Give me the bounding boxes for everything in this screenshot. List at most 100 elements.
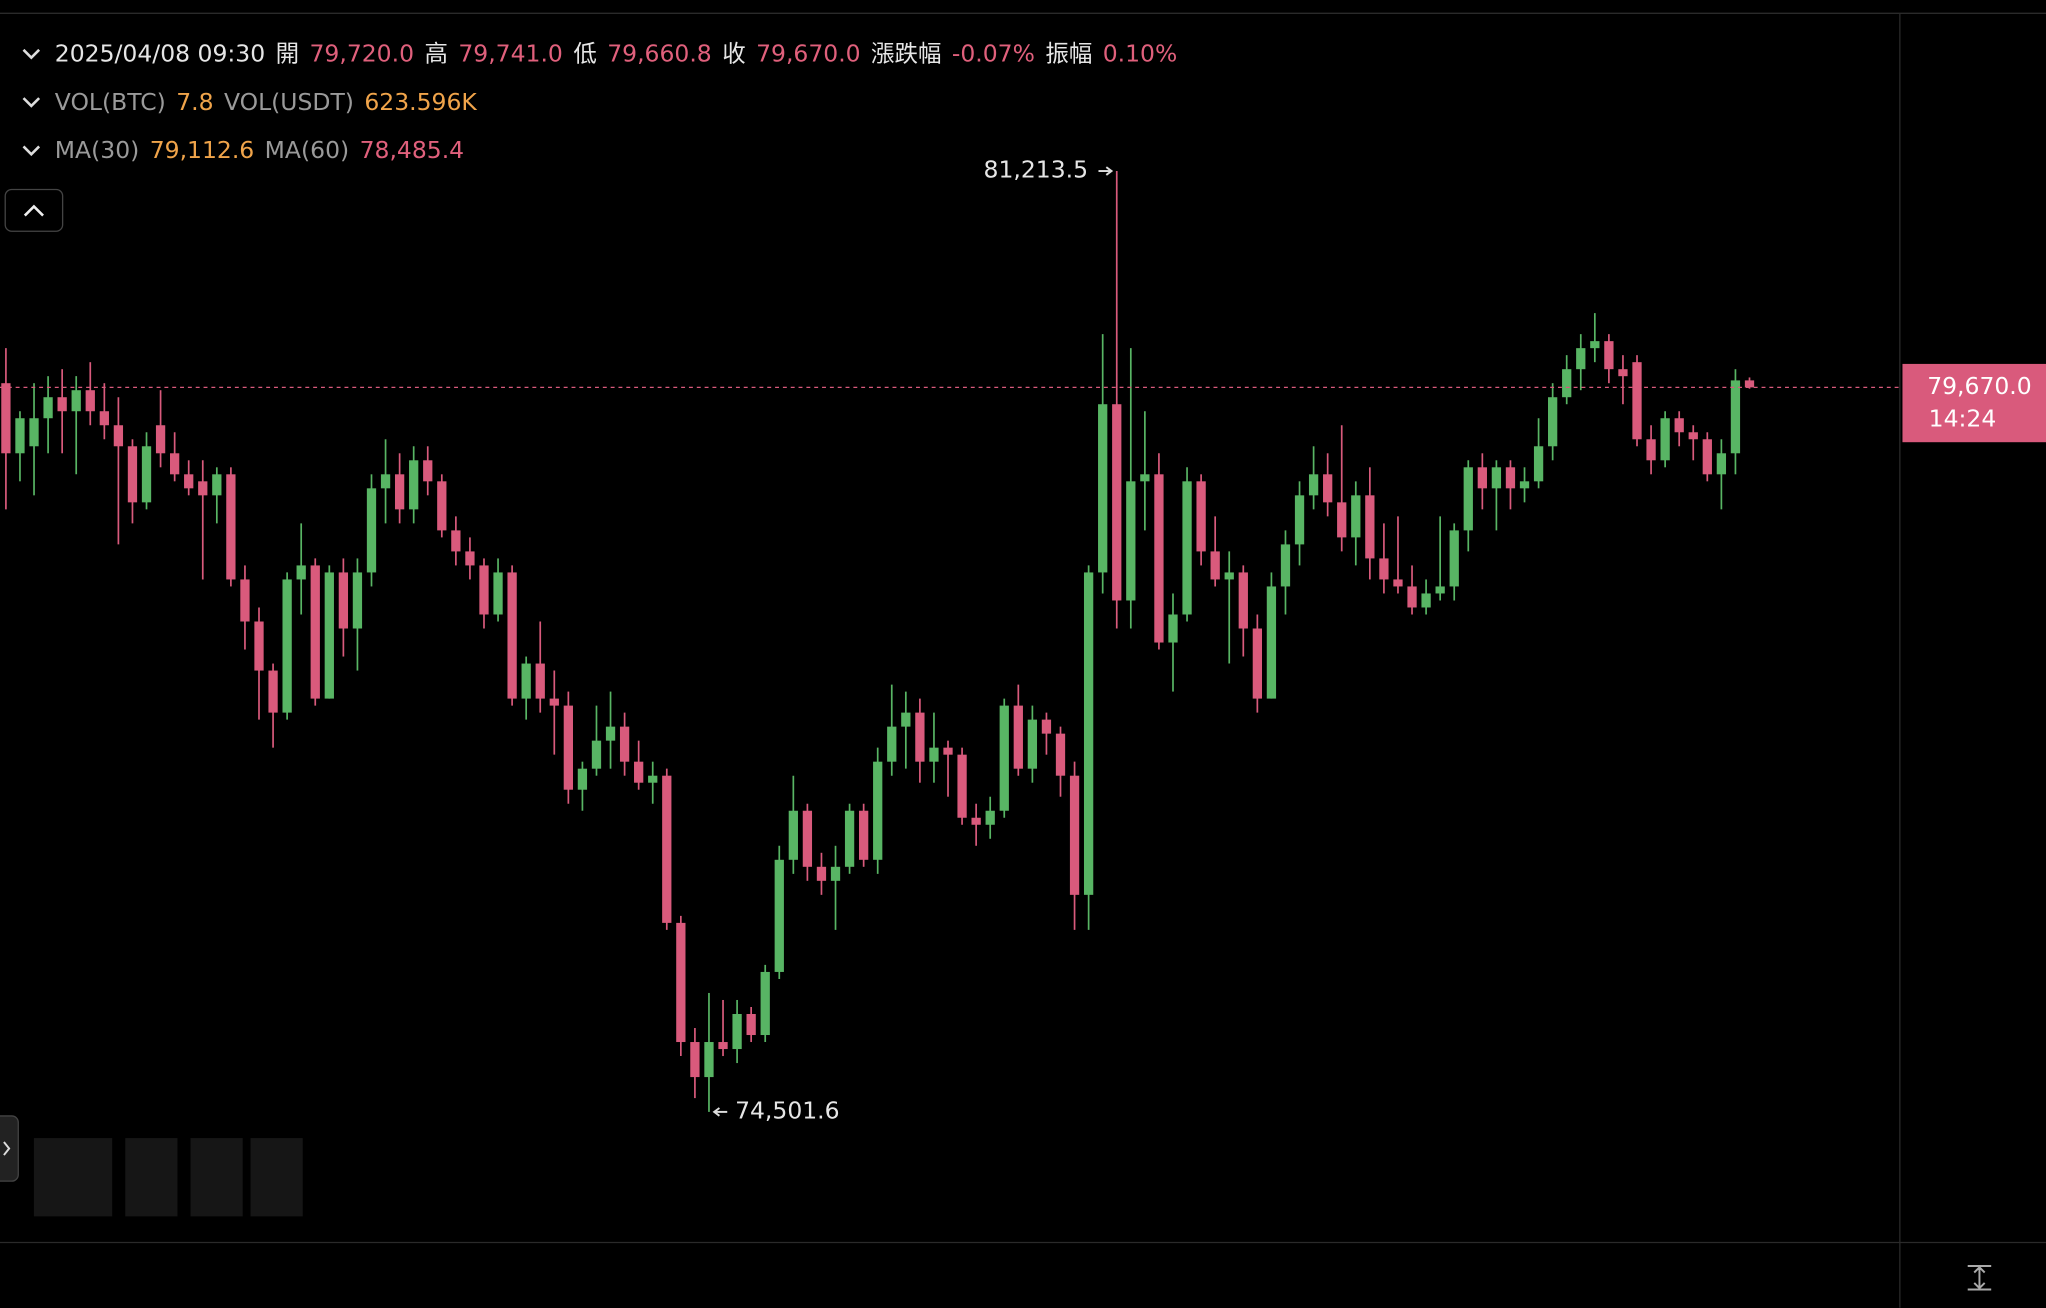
candle-body bbox=[1210, 551, 1220, 580]
candle-body bbox=[310, 565, 320, 699]
candle-body bbox=[1252, 628, 1262, 699]
candle-body bbox=[859, 810, 869, 860]
candle-body bbox=[943, 747, 953, 755]
candle-body bbox=[1618, 369, 1628, 377]
candle-body bbox=[437, 481, 447, 531]
candle-body bbox=[141, 446, 152, 503]
candle-body bbox=[366, 488, 377, 573]
candle-body bbox=[1604, 341, 1614, 370]
low-arrow-head bbox=[712, 1107, 720, 1117]
candle-body bbox=[1562, 369, 1572, 398]
candle-body bbox=[1182, 481, 1192, 615]
candle-body bbox=[85, 390, 95, 412]
high-label: 81,213.5 bbox=[984, 156, 1089, 184]
legend-item: MA(60) bbox=[265, 136, 349, 164]
legend-item: 低 bbox=[573, 40, 596, 68]
candle-body bbox=[1083, 572, 1094, 895]
candle-body bbox=[887, 726, 897, 762]
candle-body bbox=[296, 565, 306, 580]
candle-body bbox=[1449, 530, 1459, 587]
candle-body bbox=[409, 460, 419, 510]
legend-item: 78,485.4 bbox=[360, 136, 465, 164]
low-label: 74,501.6 bbox=[735, 1096, 840, 1124]
candle-body bbox=[198, 481, 208, 496]
candle-body bbox=[844, 810, 855, 867]
candle-body bbox=[1365, 495, 1375, 559]
candle-body bbox=[1590, 341, 1600, 349]
legend-item: 振幅 bbox=[1045, 40, 1092, 68]
candle-body bbox=[634, 761, 644, 783]
candle-body bbox=[971, 817, 981, 825]
candle-body bbox=[760, 971, 770, 1036]
candle-body bbox=[1280, 544, 1291, 587]
candle-body bbox=[690, 1042, 700, 1078]
scale-icon[interactable] bbox=[1967, 1264, 1992, 1291]
candle-body bbox=[493, 572, 503, 615]
collapse-button[interactable] bbox=[4, 188, 64, 232]
candle-body bbox=[113, 425, 124, 447]
candle-body bbox=[1407, 586, 1417, 608]
candle-body bbox=[1674, 418, 1684, 433]
candle-body bbox=[184, 474, 194, 489]
legend-item: 2025/04/08 09:30 bbox=[55, 40, 265, 68]
candle-body bbox=[676, 922, 686, 1043]
candle-body bbox=[226, 474, 236, 580]
candle-body bbox=[732, 1013, 742, 1050]
last-price-tag bbox=[1902, 363, 2046, 443]
legend-item: 高 bbox=[424, 40, 447, 68]
candle-body bbox=[1027, 719, 1038, 769]
candle-body bbox=[1351, 495, 1361, 538]
candle-body bbox=[324, 572, 334, 699]
candle-body bbox=[1393, 579, 1403, 587]
legend-item: 收 bbox=[722, 40, 745, 68]
candle-body bbox=[1013, 705, 1023, 769]
candle-body bbox=[521, 663, 531, 699]
candle-body bbox=[830, 866, 841, 881]
candle-body bbox=[746, 1013, 756, 1036]
candle-body bbox=[816, 866, 827, 881]
candle-body bbox=[577, 768, 588, 790]
candle-body bbox=[999, 705, 1009, 811]
legend-item: 7.8 bbox=[176, 88, 213, 116]
candle-body bbox=[71, 390, 81, 412]
candle-body bbox=[1660, 418, 1670, 461]
legend-item: 79,670.0 bbox=[756, 40, 861, 68]
y-axis: 79,670.0 14:24 bbox=[1902, 363, 2046, 443]
legend-item: 623.596K bbox=[364, 88, 477, 116]
candle-body bbox=[1730, 380, 1741, 454]
candle-body bbox=[507, 572, 517, 699]
candle-body bbox=[155, 425, 166, 454]
candle-body bbox=[479, 565, 489, 615]
candles bbox=[1, 171, 1755, 1112]
watermark bbox=[33, 1138, 303, 1217]
candle-body bbox=[1196, 481, 1206, 552]
candle-body bbox=[1323, 474, 1333, 503]
candle-body bbox=[1294, 495, 1305, 545]
candle-body bbox=[212, 474, 222, 496]
candle-body bbox=[985, 810, 995, 825]
side-tab[interactable] bbox=[0, 1115, 19, 1182]
candle-body bbox=[718, 1042, 728, 1050]
candle-body bbox=[170, 453, 180, 475]
candle-body bbox=[29, 418, 39, 447]
legend-item: VOL(USDT) bbox=[224, 88, 354, 116]
candle-body bbox=[423, 460, 433, 482]
candle-body bbox=[352, 572, 363, 629]
candle-body bbox=[1716, 453, 1727, 475]
candle-body bbox=[1435, 586, 1445, 594]
candle-body bbox=[1, 383, 11, 454]
candle-body bbox=[1646, 439, 1656, 461]
candle-body bbox=[929, 747, 939, 762]
candle-body bbox=[619, 726, 630, 762]
candle-body bbox=[465, 551, 475, 566]
candle-body bbox=[1702, 439, 1712, 475]
overlay: 81,213.5 74,501.6 bbox=[0, 156, 1899, 1124]
candle-body bbox=[563, 705, 573, 790]
collapse-icons[interactable] bbox=[22, 48, 41, 157]
candle-body bbox=[1519, 481, 1530, 489]
legend: 2025/04/08 09:30 開 79,720.0 高 79,741.0 低 79,66… bbox=[55, 40, 1177, 165]
candle-body bbox=[915, 712, 925, 762]
candle-body bbox=[1069, 775, 1080, 895]
candle-body bbox=[1632, 362, 1642, 440]
candle-body bbox=[451, 530, 461, 552]
